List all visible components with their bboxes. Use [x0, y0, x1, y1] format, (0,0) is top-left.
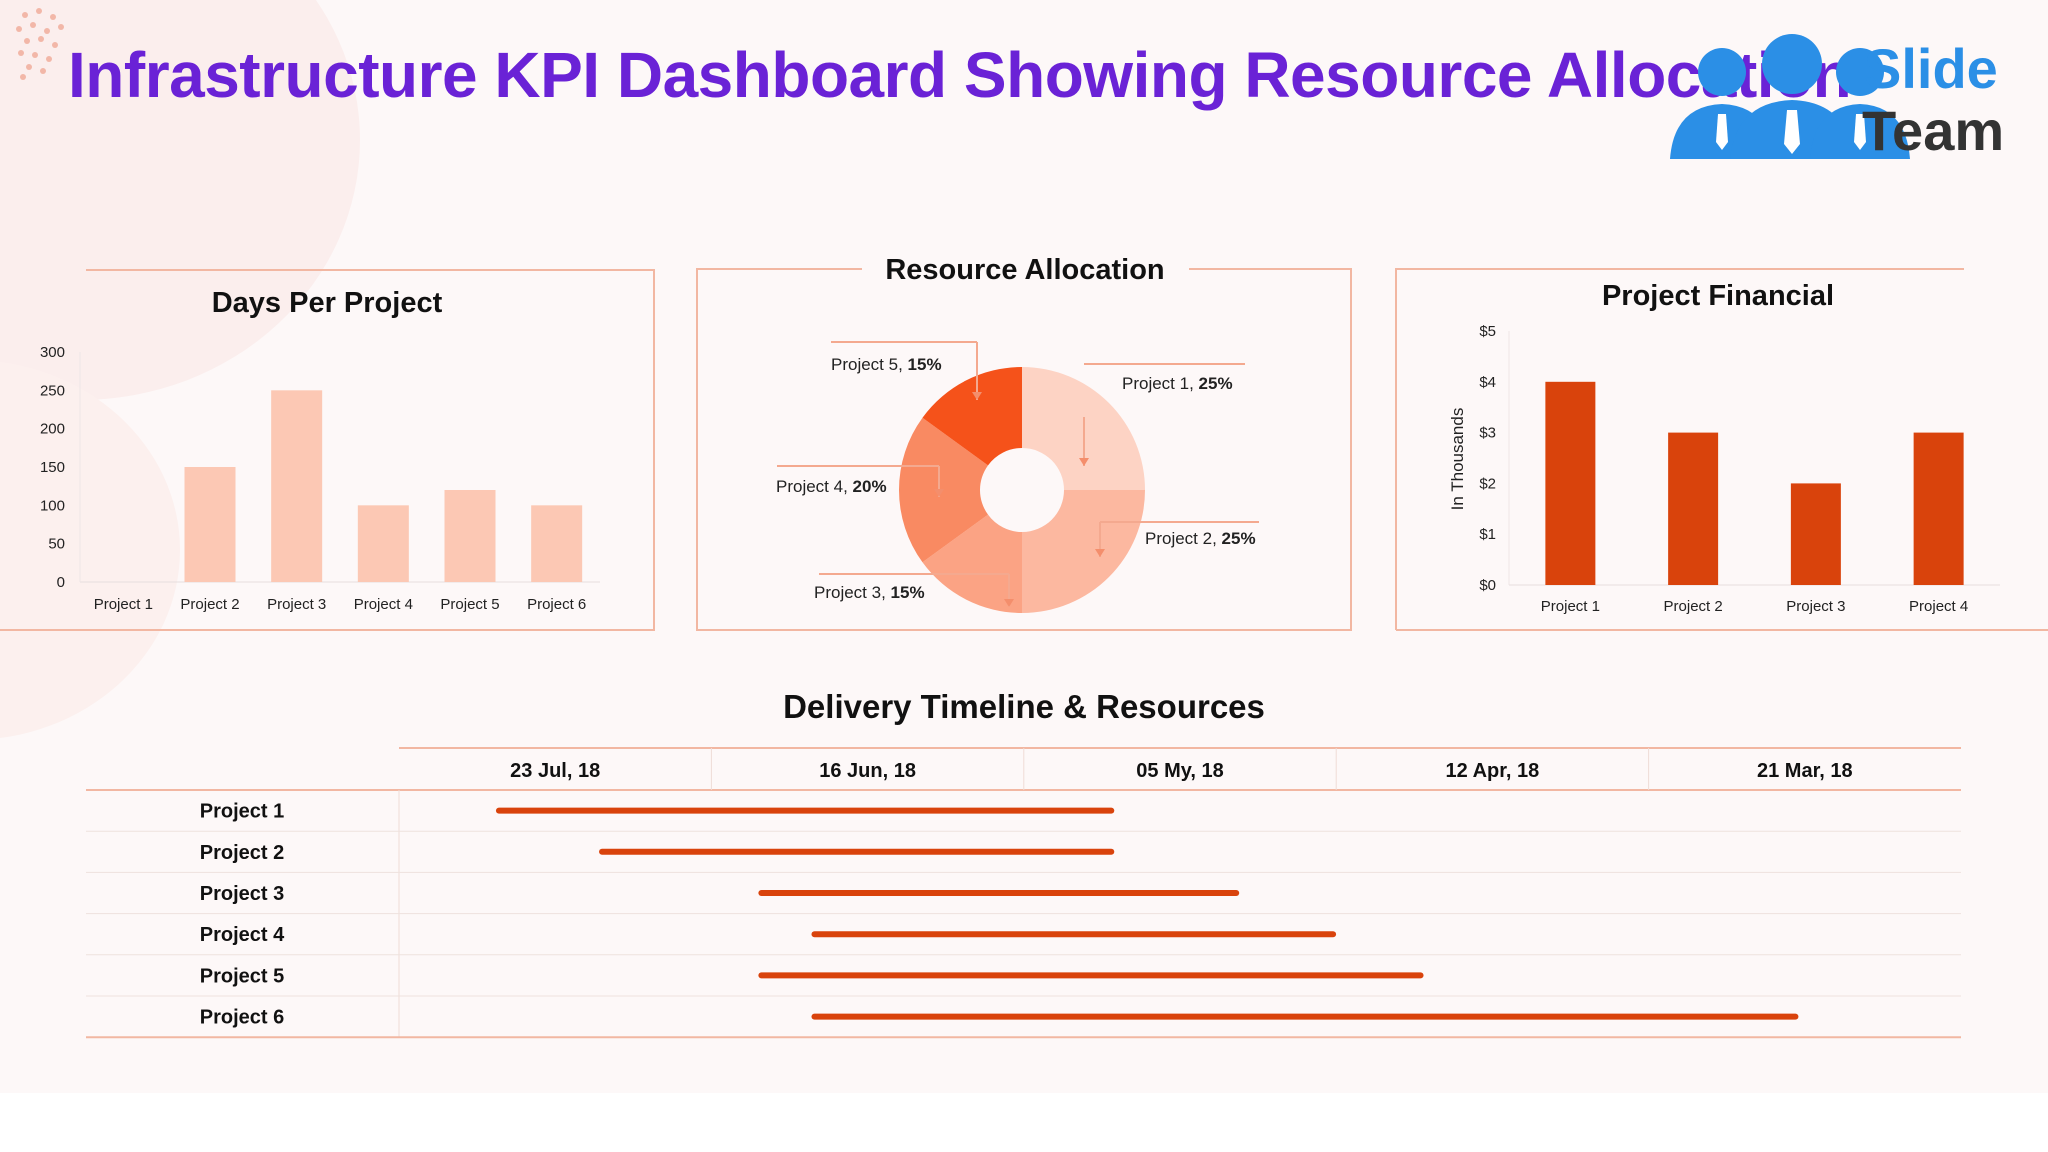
- pie-slice: [922, 367, 1022, 466]
- pie-slice: [1022, 490, 1145, 613]
- pie-slice: [922, 514, 1022, 613]
- bar: [271, 390, 323, 582]
- bar: [1545, 381, 1596, 585]
- dot-pattern-decoration: [14, 8, 74, 80]
- decorative-dot: [18, 50, 24, 56]
- timeline-date-label: 16 Jun, 18: [819, 760, 916, 782]
- decorative-dot: [30, 22, 36, 28]
- x-tick-label: Project 6: [527, 596, 586, 613]
- decorative-dot: [44, 28, 50, 34]
- y-tick-label: 250: [40, 382, 65, 399]
- bar: [1790, 483, 1841, 585]
- timeline-date-label: 05 My, 18: [1136, 760, 1223, 782]
- y-tick-label: $4: [1479, 374, 1496, 391]
- timeline-date-label: 23 Jul, 18: [510, 760, 600, 782]
- y-tick-label: 200: [40, 421, 65, 438]
- leader-arrow: [934, 489, 944, 497]
- page-title: Infrastructure KPI Dashboard Showing Res…: [68, 39, 1852, 111]
- pie-slice: [899, 417, 989, 563]
- decorative-dot: [50, 14, 56, 20]
- decorative-dot: [32, 52, 38, 58]
- decorative-dot: [40, 68, 46, 74]
- decorative-dot: [24, 38, 30, 44]
- logo-text-slide: Slide: [1864, 37, 1998, 100]
- slide: Infrastructure KPI Dashboard Showing Res…: [0, 0, 2048, 1040]
- bar: [531, 505, 583, 582]
- x-tick-label: Project 4: [354, 596, 413, 613]
- task-label: Project 2: [200, 842, 284, 864]
- x-tick-label: Project 3: [1786, 598, 1845, 615]
- decorative-dot: [58, 24, 64, 30]
- leader-arrow: [1095, 549, 1105, 557]
- y-tick-label: $0: [1479, 577, 1496, 594]
- slide-team-logo: Slide Team: [1670, 34, 2004, 162]
- slice-label: Project 1, 25%: [1122, 374, 1233, 393]
- decorative-dot: [52, 42, 58, 48]
- timeline-date-label: 12 Apr, 18: [1446, 760, 1540, 782]
- delivery-timeline-chart: 23 Jul, 18 16 Jun, 18 05 My, 18 12 Apr, 18 2…: [0, 740, 2048, 1040]
- task-label: Project 6: [200, 1007, 284, 1029]
- slice-label: Project 3, 15%: [814, 583, 925, 602]
- y-tick-label: 300: [40, 344, 65, 361]
- x-tick-label: Project 5: [440, 596, 499, 613]
- project-financial-title: Project Financial: [1602, 280, 1834, 312]
- leader-arrow: [1079, 458, 1089, 466]
- bar: [184, 467, 236, 582]
- decorative-dot: [46, 56, 52, 62]
- y-tick-label: $3: [1479, 425, 1496, 442]
- decorative-dot: [16, 26, 22, 32]
- decorative-dot: [38, 36, 44, 42]
- x-tick-label: Project 1: [94, 596, 153, 613]
- logo-text-team: Team: [1862, 99, 2004, 162]
- y-axis-label: In Thousands: [1448, 408, 1467, 511]
- task-label: Project 3: [200, 883, 284, 905]
- y-tick-label: $2: [1479, 475, 1496, 492]
- y-tick-label: 100: [40, 497, 65, 514]
- decorative-dot: [26, 64, 32, 70]
- y-tick-label: 50: [48, 536, 65, 553]
- decorative-dot: [20, 74, 26, 80]
- timeline-date-label: 21 Mar, 18: [1757, 760, 1853, 782]
- project-financial-panel: Project Financial In Thousands $0 $1 $2 $3 $…: [1395, 262, 2048, 632]
- leader-line: [1083, 363, 1245, 466]
- bar: [357, 505, 409, 582]
- y-tick-label: 0: [57, 574, 65, 591]
- x-tick-label: Project 3: [267, 596, 326, 613]
- y-tick-label: $5: [1479, 323, 1496, 340]
- slice-label: Project 2, 25%: [1145, 529, 1256, 548]
- leader-line: [831, 341, 978, 400]
- x-tick-label: Project 1: [1541, 598, 1600, 615]
- days-per-project-title: Days Per Project: [212, 287, 443, 319]
- days-per-project-panel: Days Per Project 0 50 100 150 200 250 300 Proje…: [0, 262, 660, 632]
- delivery-timeline-title: Delivery Timeline & Resources: [783, 688, 1265, 725]
- slice-label: Project 4, 20%: [776, 477, 887, 496]
- x-tick-label: Project 4: [1909, 598, 1968, 615]
- y-tick-label: 150: [40, 459, 65, 476]
- resource-allocation-panel: Resource Allocation Project 1, 25% Projec…: [696, 254, 1353, 632]
- leader-arrow: [1004, 599, 1014, 607]
- x-tick-label: Project 2: [1664, 598, 1723, 615]
- task-label: Project 4: [200, 924, 285, 946]
- x-tick-label: Project 2: [180, 596, 239, 613]
- decorative-dot: [22, 12, 28, 18]
- decorative-dot: [36, 8, 42, 14]
- resource-allocation-title: Resource Allocation: [885, 254, 1164, 286]
- bar: [1668, 432, 1719, 585]
- bar: [444, 490, 496, 582]
- task-label: Project 1: [200, 801, 284, 823]
- slice-label: Project 5, 15%: [831, 355, 942, 374]
- task-label: Project 5: [200, 965, 284, 987]
- leader-arrow: [972, 392, 982, 400]
- y-tick-label: $1: [1479, 526, 1496, 543]
- bar: [1913, 432, 1964, 585]
